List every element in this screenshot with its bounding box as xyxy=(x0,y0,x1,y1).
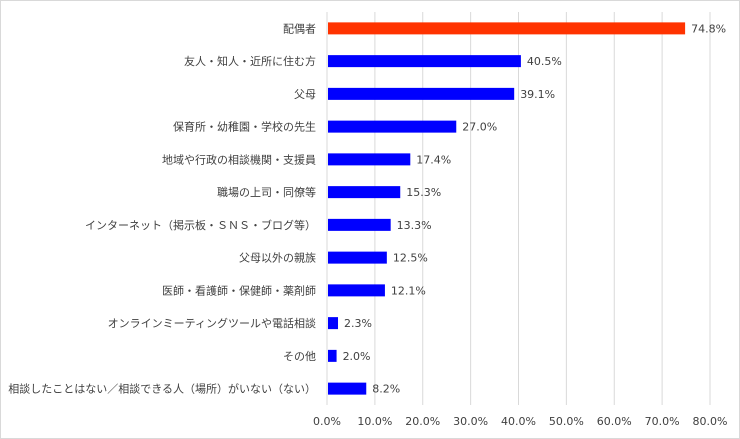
category-label: オンラインミーティングツールや電話相談 xyxy=(108,316,316,330)
data-label: 15.3% xyxy=(406,186,441,199)
data-label: 27.0% xyxy=(462,121,497,134)
data-label: 8.2% xyxy=(372,383,400,396)
category-label: 保育所・幼稚園・学校の先生 xyxy=(173,120,316,134)
x-tick-label: 80.0% xyxy=(693,415,728,428)
data-label: 39.1% xyxy=(520,88,555,101)
bar xyxy=(328,284,385,297)
bar xyxy=(328,317,339,330)
data-label: 13.3% xyxy=(397,219,432,232)
bar xyxy=(328,55,521,68)
x-tick-label: 10.0% xyxy=(357,415,392,428)
x-tick-label: 0.0% xyxy=(313,415,341,428)
bar xyxy=(328,251,387,264)
data-label: 2.3% xyxy=(344,317,372,330)
x-tick-label: 40.0% xyxy=(501,415,536,428)
bar xyxy=(328,153,411,166)
data-label: 40.5% xyxy=(527,55,562,68)
category-label: 父母 xyxy=(294,88,316,101)
bar xyxy=(328,87,515,100)
data-label: 2.0% xyxy=(343,350,371,363)
x-tick-label: 60.0% xyxy=(597,415,632,428)
category-label: 地域や行政の相談機関・支援員 xyxy=(162,152,316,166)
data-label: 12.1% xyxy=(391,284,426,297)
data-label: 74.8% xyxy=(691,22,726,35)
data-label: 12.5% xyxy=(393,252,428,265)
data-label: 17.4% xyxy=(416,153,451,166)
category-label: インターネット（掲示板・ＳＮＳ・ブログ等） xyxy=(85,218,316,232)
bar xyxy=(328,120,457,133)
bar xyxy=(328,22,686,35)
category-label: 友人・知人・近所に住む方 xyxy=(184,54,316,68)
category-label: 職場の上司・同僚等 xyxy=(217,185,316,199)
x-tick-label: 20.0% xyxy=(405,415,440,428)
category-label: 医師・看護師・保健師・薬剤師 xyxy=(162,283,316,297)
category-label: 配偶者 xyxy=(283,22,316,35)
x-tick-label: 50.0% xyxy=(549,415,584,428)
category-label: 相談したことはない／相談できる人（場所）がいない（ない） xyxy=(8,382,316,396)
x-tick-label: 30.0% xyxy=(453,415,488,428)
bar xyxy=(328,186,401,199)
bar xyxy=(328,349,337,362)
bar xyxy=(328,382,367,395)
x-tick-label: 70.0% xyxy=(645,415,680,428)
category-label: 父母以外の親族 xyxy=(239,251,316,265)
category-label: その他 xyxy=(283,350,316,363)
bar xyxy=(328,218,391,231)
